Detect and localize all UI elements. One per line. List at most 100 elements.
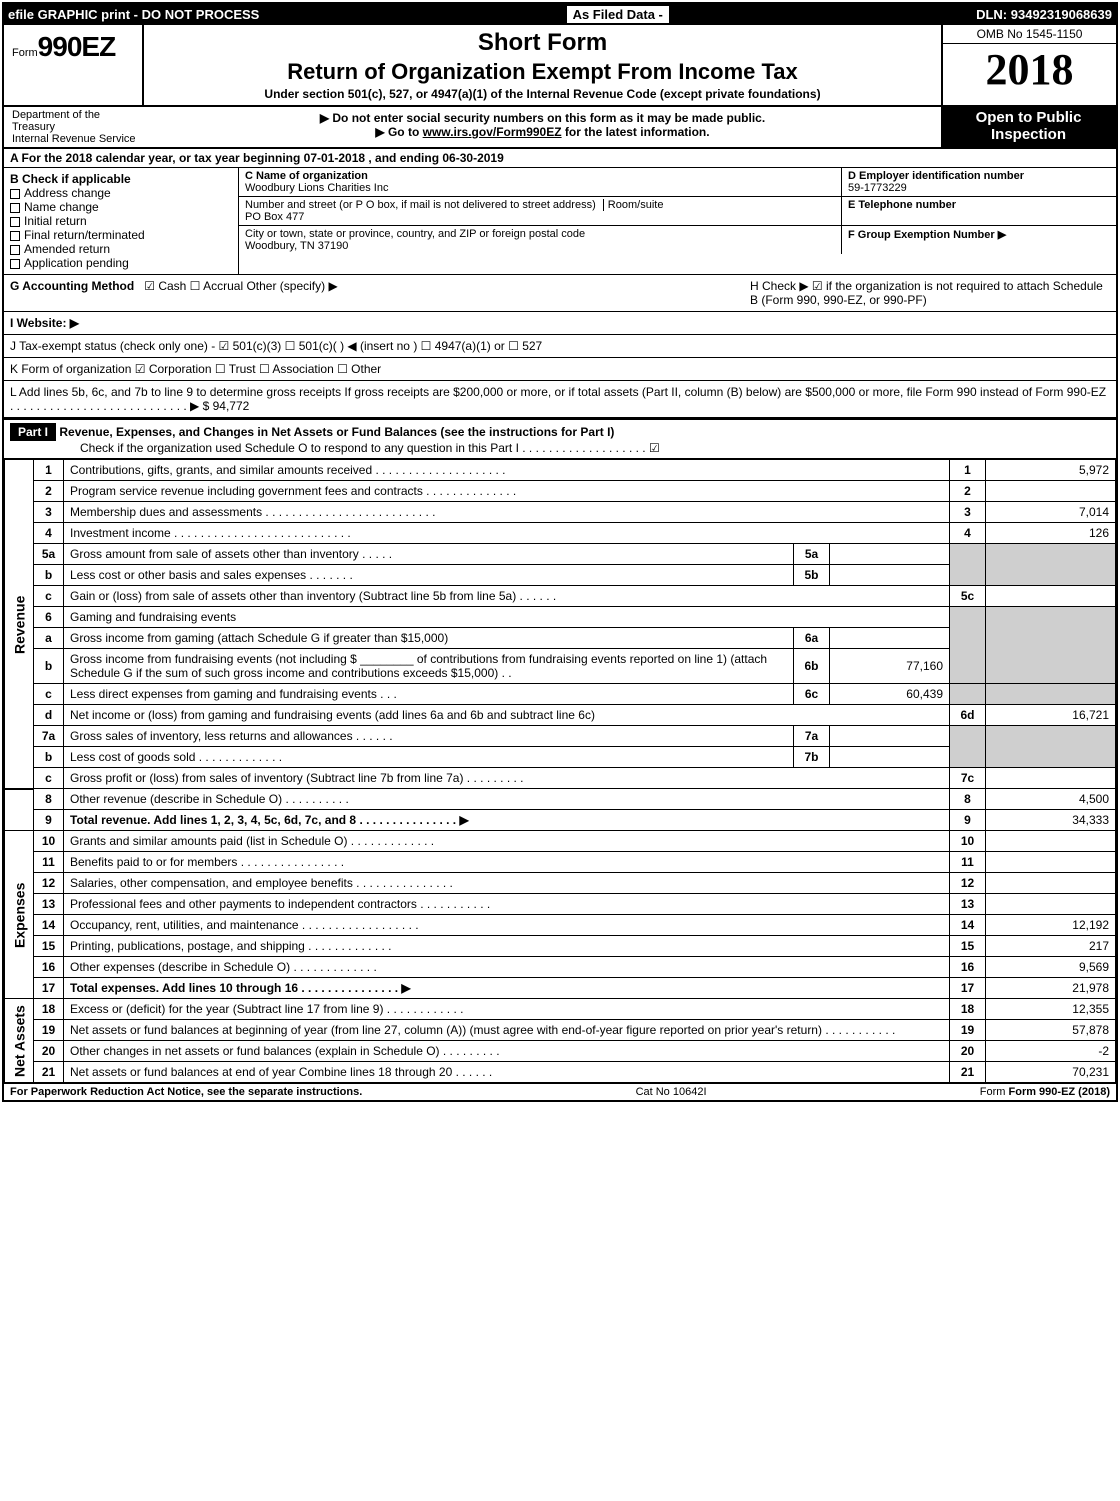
table-row: d Net income or (loss) from gaming and f… [5,705,1116,726]
amount: 12,355 [986,999,1116,1020]
city-value: Woodbury, TN 37190 [245,240,835,252]
f-label: F Group Exemption Number ▶ [848,228,1110,241]
under-section: Under section 501(c), 527, or 4947(a)(1)… [152,87,933,101]
amount: 217 [986,936,1116,957]
chk-initial[interactable]: Initial return [10,214,232,228]
table-row: 15Printing, publications, postage, and s… [5,936,1116,957]
g-accounting: G Accounting Method ☑ Cash ☐ Accrual Oth… [10,279,750,307]
line-desc: Professional fees and other payments to … [64,894,950,915]
ssn-warning: ▶ Do not enter social security numbers o… [148,111,937,125]
part1-header: Part I Revenue, Expenses, and Changes in… [4,418,1116,459]
table-row: 2 Program service revenue including gove… [5,481,1116,502]
chk-pending[interactable]: Application pending [10,256,232,270]
col-cdef: C Name of organization Woodbury Lions Ch… [239,168,1116,274]
chk-address[interactable]: Address change [10,186,232,200]
line-ref: 20 [950,1041,986,1062]
i-label: I Website: ▶ [10,316,79,330]
line-num: 5a [34,544,64,565]
dept-treasury: Department of the Treasury [12,109,136,133]
line-ref: 3 [950,502,986,523]
table-row: 14Occupancy, rent, utilities, and mainte… [5,915,1116,936]
city-label: City or town, state or province, country… [245,228,835,240]
b-heading: B Check if applicable [10,172,232,186]
line-ref: 12 [950,873,986,894]
line-num: 13 [34,894,64,915]
ein-value: 59-1773229 [848,182,1110,194]
sub-ref: 6a [794,628,830,649]
line-ref: 16 [950,957,986,978]
line-num: 6 [34,607,64,628]
line-num: c [34,684,64,705]
line-desc: Gross amount from sale of assets other t… [64,544,794,565]
chk-amended[interactable]: Amended return [10,242,232,256]
line-ref: 17 [950,978,986,999]
table-row: Expenses 10 Grants and similar amounts p… [5,831,1116,852]
lines-table: Revenue 1 Contributions, gifts, grants, … [4,459,1116,1083]
row-cd: C Name of organization Woodbury Lions Ch… [239,168,1116,197]
form-container: efile GRAPHIC print - DO NOT PROCESS As … [2,2,1118,1102]
g-label: G Accounting Method [10,279,134,293]
footer: For Paperwork Reduction Act Notice, see … [4,1083,1116,1100]
room-label: Room/suite [603,199,664,211]
addr-label: Number and street (or P O box, if mail i… [245,199,596,211]
line-desc: Grants and similar amounts paid (list in… [64,831,950,852]
line-desc: Total expenses. Add lines 10 through 16 … [64,978,950,999]
line-num: 8 [34,789,64,810]
line-desc: Less cost or other basis and sales expen… [64,565,794,586]
org-name: Woodbury Lions Charities Inc [245,182,835,194]
line-num: 4 [34,523,64,544]
table-row: 7a Gross sales of inventory, less return… [5,726,1116,747]
line-num: 16 [34,957,64,978]
top-section: Form990EZ Short Form Return of Organizat… [4,25,1116,107]
table-row: b Gross income from fundraising events (… [5,649,1116,684]
col-b: B Check if applicable Address change Nam… [4,168,239,274]
line-desc: Printing, publications, postage, and shi… [64,936,950,957]
line-desc: Contributions, gifts, grants, and simila… [64,460,950,481]
line-num: d [34,705,64,726]
part1-label: Part I [10,423,56,441]
section-b-to-f: B Check if applicable Address change Nam… [4,168,1116,275]
shaded-cell [986,684,1116,705]
sub-amount [830,544,950,565]
d-label: D Employer identification number [848,170,1110,182]
amount [986,586,1116,607]
chk-final[interactable]: Final return/terminated [10,228,232,242]
line-num: 18 [34,999,64,1020]
line-num: b [34,565,64,586]
chk-name[interactable]: Name change [10,200,232,214]
table-row: 19Net assets or fund balances at beginni… [5,1020,1116,1041]
table-row: Revenue 1 Contributions, gifts, grants, … [5,460,1116,481]
line-desc: Other changes in net assets or fund bala… [64,1041,950,1062]
chk-final-label: Final return/terminated [24,228,145,242]
line-num: 10 [34,831,64,852]
addr-value: PO Box 477 [245,211,835,223]
amount: 126 [986,523,1116,544]
shaded-cell [950,544,986,586]
line-desc: Gross income from fundraising events (no… [64,649,794,684]
line-desc: Gain or (loss) from sale of assets other… [64,586,950,607]
amount: 57,878 [986,1020,1116,1041]
dept-left: Department of the Treasury Internal Reve… [4,107,144,147]
line-num: 9 [34,810,64,831]
amount: 34,333 [986,810,1116,831]
line-desc: Program service revenue including govern… [64,481,950,502]
chk-address-label: Address change [24,186,111,200]
line-desc: Gross income from gaming (attach Schedul… [64,628,794,649]
part1-check: Check if the organization used Schedule … [10,441,1110,455]
line-ref: 5c [950,586,986,607]
c-label: C Name of organization [245,170,835,182]
irs-link[interactable]: www.irs.gov/Form990EZ [423,125,562,139]
line-num: 1 [34,460,64,481]
table-row: 6 Gaming and fundraising events [5,607,1116,628]
form-id-cell: Form990EZ [4,25,144,105]
line-desc: Excess or (deficit) for the year (Subtra… [64,999,950,1020]
line-desc: Less cost of goods sold . . . . . . . . … [64,747,794,768]
line-desc: Net income or (loss) from gaming and fun… [64,705,950,726]
l-gross-receipts: L Add lines 5b, 6c, and 7b to line 9 to … [4,381,1116,418]
line-ref: 8 [950,789,986,810]
table-row: c Gross profit or (loss) from sales of i… [5,768,1116,789]
d-ein: D Employer identification number 59-1773… [841,168,1116,196]
amount [986,768,1116,789]
line-desc: Total revenue. Add lines 1, 2, 3, 4, 5c,… [64,810,950,831]
table-row: 20Other changes in net assets or fund ba… [5,1041,1116,1062]
